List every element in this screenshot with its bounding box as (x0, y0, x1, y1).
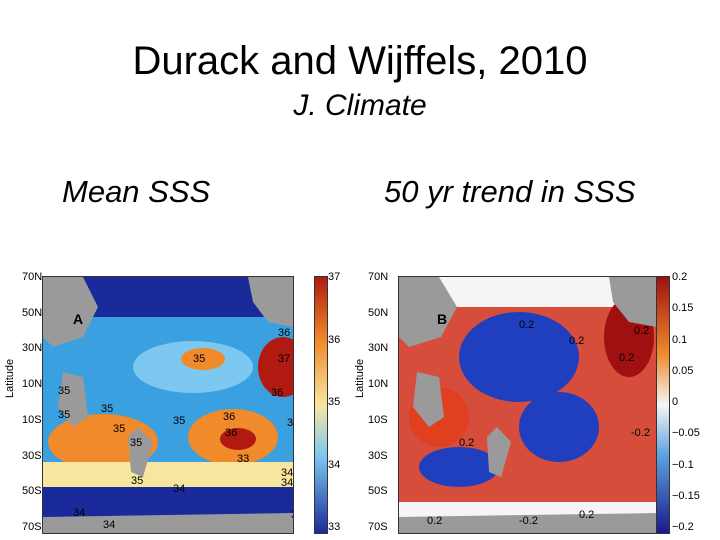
tick-label: −0.05 (672, 427, 700, 440)
tick-label: 0.05 (672, 364, 694, 377)
tick-label: 35 (328, 396, 341, 408)
tick-label: 30N (368, 342, 389, 355)
contour-label: 0.2 (427, 515, 443, 527)
contour-label: 35 (287, 417, 294, 429)
contour-label: 0.2 (634, 325, 650, 337)
tick-label: 34 (328, 458, 341, 471)
contour-label: 0.2 (519, 319, 535, 331)
tick-label: 10N (22, 378, 43, 391)
contour-label: 37 (278, 353, 291, 365)
contour-label: 0.2 (619, 352, 635, 364)
tick-label: −0.15 (672, 489, 700, 502)
left-heading: Mean SSS (62, 174, 211, 209)
tick-label: 0.15 (672, 302, 694, 315)
panel-b-letter: B (437, 311, 448, 327)
contour-label: 0.2 (459, 437, 475, 449)
contour-label: 34 (173, 483, 186, 495)
tick-label: 30S (368, 449, 388, 462)
panel-a-letter: A (73, 311, 84, 327)
tick-label: 10S (22, 413, 42, 426)
tick-label: 30S (22, 449, 42, 462)
tick-label: 70S (368, 521, 388, 533)
panel-a-ylabel: Latitude (4, 358, 16, 398)
contour-label: 36 (225, 427, 238, 439)
tick-label: 50S (368, 485, 388, 498)
tick-label: −0.1 (672, 458, 694, 471)
slide-subtitle: J. Climate (293, 89, 427, 122)
tick-label: 70N (368, 271, 389, 283)
contour-label: 34 (281, 467, 294, 479)
contour-label: 36 (271, 387, 284, 399)
tick-label: 50S (22, 485, 42, 498)
tick-label: 37 (328, 271, 341, 283)
panel-a: Latitude 70N 50N 30N 10N 10S 30S 50S 70S A 35 35… (4, 270, 350, 538)
panel-a-colorbar-gradient (315, 277, 327, 533)
slide-title: Durack and Wijffels, 2010 (132, 39, 588, 83)
panel-a-map-image (43, 277, 293, 533)
tick-label: 0.1 (672, 333, 688, 346)
panel-a-map: A 35353736363535353636353533363534353434… (42, 276, 294, 534)
contour-label: 36 (278, 327, 291, 339)
panel-b-map: B 0.2 0.2 0.2 0.2 0.2 0.2 -0.2 0.2 -0.2 (398, 276, 658, 534)
contour-label: 33 (291, 509, 293, 521)
contour-label: 35 (173, 415, 186, 427)
tick-label: 33 (328, 521, 341, 533)
tick-label: 50N (22, 306, 43, 319)
contour-label: 35 (131, 475, 144, 487)
tick-label: 70S (22, 521, 42, 533)
panel-a-colorbar (314, 276, 328, 534)
tick-label: 10S (368, 413, 388, 426)
contour-label: 0.2 (579, 509, 595, 521)
tick-label: 70N (22, 271, 43, 283)
tick-label: 0 (672, 396, 679, 408)
panel-b-map-image (399, 277, 657, 533)
contour-label: -0.2 (519, 515, 538, 527)
panel-b-ylabel: Latitude (354, 358, 366, 398)
contour-label: 33 (237, 453, 250, 465)
tick-label: −0.2 (672, 521, 694, 533)
tick-label: 30N (22, 342, 43, 355)
contour-label: 35 (58, 409, 71, 421)
contour-label: 34 (103, 519, 116, 531)
right-heading: 50 yr trend in SSS (384, 174, 636, 209)
contour-label: 35 (193, 353, 206, 365)
contour-label: 35 (113, 423, 126, 435)
tick-label: 36 (328, 333, 341, 346)
panel-b-colorbar-gradient (657, 277, 669, 533)
contour-label: -0.2 (631, 427, 650, 439)
contour-label: 34 (281, 477, 294, 489)
tick-label: 0.2 (672, 271, 688, 283)
tick-label: 50N (368, 306, 389, 319)
contour-label: 34 (73, 507, 86, 519)
tick-label: 10N (368, 378, 389, 391)
contour-label: 0.2 (569, 335, 585, 347)
contour-label: 35 (101, 403, 114, 415)
contour-label: 36 (223, 411, 236, 423)
contour-label: 35 (58, 385, 71, 397)
panel-b-colorbar (656, 276, 670, 534)
panel-b: Latitude 70N 50N 30N 10N 10S 30S 50S 70S B 0.2 0… (354, 270, 700, 538)
contour-label: 35 (130, 437, 143, 449)
